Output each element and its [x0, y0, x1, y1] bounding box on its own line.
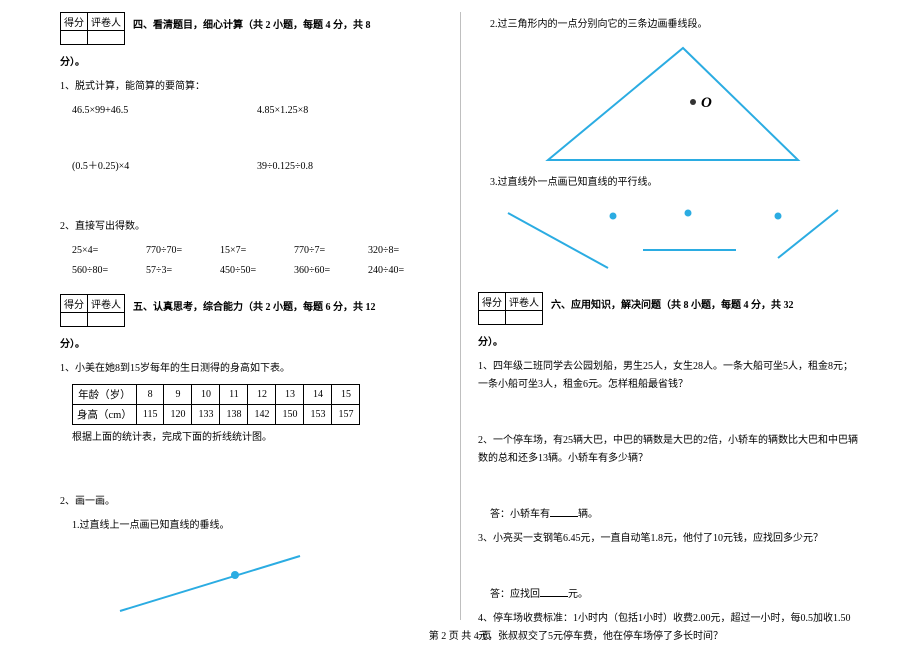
expr: 360÷60=: [294, 262, 368, 280]
expr: 25×4=: [72, 242, 146, 260]
cell: 10: [192, 385, 220, 405]
section-4-fen: 分）。: [60, 53, 442, 68]
direct-row-2: 560÷80= 57÷3= 450÷50= 360÷60= 240÷40=: [60, 262, 442, 280]
blue-line: [508, 213, 608, 268]
expr: 770÷7=: [294, 242, 368, 260]
expr: 560÷80=: [72, 262, 146, 280]
row-header: 身高（cm）: [73, 405, 137, 425]
blank-underline: [550, 508, 578, 517]
table-row: 身高（cm） 115 120 133 138 142 150 153 157: [73, 405, 360, 425]
expr: 240÷40=: [368, 262, 442, 280]
q5-1: 1、小美在她8到15岁每年的生日测得的身高如下表。: [60, 360, 442, 378]
expr: 770÷70=: [146, 242, 220, 260]
cell: 157: [332, 405, 360, 425]
section-5-header: 得分 评卷人 五、认真思考，综合能力（共 2 小题，每题 6 分，共 12: [60, 294, 442, 327]
grader-label: 评卷人: [506, 293, 543, 311]
column-divider: [460, 12, 461, 620]
expr: 46.5×99+46.5: [72, 102, 257, 120]
blank-underline: [540, 588, 568, 597]
cell: 14: [304, 385, 332, 405]
score-box: 得分 评卷人: [60, 12, 125, 45]
parallel-svg: [488, 198, 858, 278]
blue-dot: [775, 213, 782, 220]
expr: 57÷3=: [146, 262, 220, 280]
score-box: 得分 评卷人: [60, 294, 125, 327]
cell: 142: [248, 405, 276, 425]
blue-line: [778, 210, 838, 258]
cell: 115: [136, 405, 164, 425]
page-footer: 第 2 页 共 4 页: [0, 627, 920, 642]
q6-1: 1、四年级二班同学去公园划船，男生25人，女生28人。一条大船可坐5人，租金8元…: [478, 358, 860, 394]
q4-1: 1、脱式计算，能简算的要简算：: [60, 78, 442, 96]
left-column: 得分 评卷人 四、看清题目，细心计算（共 2 小题，每题 4 分，共 8 分）。…: [50, 12, 460, 620]
direct-row-1: 25×4= 770÷70= 15×7= 770÷7= 320÷8=: [60, 242, 442, 260]
triangle-point: [690, 99, 696, 105]
expr: 15×7=: [220, 242, 294, 260]
q6-3: 3、小亮买一支钢笔6.45元，一直自动笔1.8元，他付了10元钱，应找回多少元？: [478, 530, 860, 548]
section-5-fen: 分）。: [60, 335, 442, 350]
grader-label: 评卷人: [88, 13, 125, 31]
score-box: 得分 评卷人: [478, 292, 543, 325]
section-4-title: 四、看清题目，细心计算（共 2 小题，每题 4 分，共 8: [125, 12, 442, 34]
grader-label: 评卷人: [88, 295, 125, 313]
cell: 153: [304, 405, 332, 425]
expr: (0.5＋0.25)×4: [72, 158, 257, 176]
table-row: 年龄（岁） 8 9 10 11 12 13 14 15: [73, 385, 360, 405]
triangle-shape: [548, 48, 798, 160]
section-6-header: 得分 评卷人 六、应用知识，解决问题（共 8 小题，每题 4 分，共 32: [478, 292, 860, 325]
expr-row-2: (0.5＋0.25)×4 39÷0.125÷0.8: [60, 158, 442, 176]
ans-prefix: 答：小轿车有: [490, 509, 550, 520]
line-svg-1: [100, 541, 360, 631]
height-table: 年龄（岁） 8 9 10 11 12 13 14 15 身高（cm） 115 1…: [72, 384, 360, 425]
expr: 39÷0.125÷0.8: [257, 158, 442, 176]
section-6-title: 六、应用知识，解决问题（共 8 小题，每题 4 分，共 32: [543, 292, 860, 314]
section-6-fen: 分）。: [478, 333, 860, 348]
expr: 320÷8=: [368, 242, 442, 260]
q5-2a: 1.过直线上一点画已知直线的垂线。: [60, 517, 442, 535]
cell: 11: [220, 385, 248, 405]
triangle-svg: O: [498, 40, 858, 170]
score-label: 得分: [61, 13, 88, 31]
cell: 9: [164, 385, 192, 405]
row-header: 年龄（岁）: [73, 385, 137, 405]
q6-3-answer: 答：应找回 元。: [478, 586, 860, 604]
ans-suffix: 辆。: [578, 509, 598, 520]
expr: 4.85×1.25×8: [257, 102, 442, 120]
q5-2c: 3.过直线外一点画已知直线的平行线。: [478, 174, 860, 192]
cell: 133: [192, 405, 220, 425]
ans-prefix: 答：应找回: [490, 589, 540, 600]
q5-2: 2、画一画。: [60, 493, 442, 511]
cell: 13: [276, 385, 304, 405]
cell: 12: [248, 385, 276, 405]
blue-dot: [231, 571, 239, 579]
point-label-o: O: [701, 95, 712, 111]
right-column: 2.过三角形内的一点分别向它的三条边画垂线段。 O 3.过直线外一点画已知直线的…: [460, 12, 870, 620]
score-label: 得分: [61, 295, 88, 313]
q4-2: 2、直接写出得数。: [60, 218, 442, 236]
score-label: 得分: [479, 293, 506, 311]
q6-2: 2、一个停车场，有25辆大巴，中巴的辆数是大巴的2倍，小轿车的辆数比大巴和中巴辆…: [478, 432, 860, 468]
cell: 8: [136, 385, 164, 405]
q6-2-answer: 答：小轿车有 辆。: [478, 506, 860, 524]
expr: 450÷50=: [220, 262, 294, 280]
blue-line: [120, 556, 300, 611]
ans-suffix: 元。: [568, 589, 588, 600]
section-5-title: 五、认真思考，综合能力（共 2 小题，每题 6 分，共 12: [125, 294, 442, 316]
section-4-header: 得分 评卷人 四、看清题目，细心计算（共 2 小题，每题 4 分，共 8: [60, 12, 442, 45]
blue-dot: [685, 210, 692, 217]
cell: 120: [164, 405, 192, 425]
q5-1b: 根据上面的统计表，完成下面的折线统计图。: [60, 429, 442, 447]
q5-2b: 2.过三角形内的一点分别向它的三条边画垂线段。: [478, 16, 860, 34]
cell: 15: [332, 385, 360, 405]
expr-row-1: 46.5×99+46.5 4.85×1.25×8: [60, 102, 442, 120]
blue-dot: [610, 213, 617, 220]
cell: 138: [220, 405, 248, 425]
cell: 150: [276, 405, 304, 425]
